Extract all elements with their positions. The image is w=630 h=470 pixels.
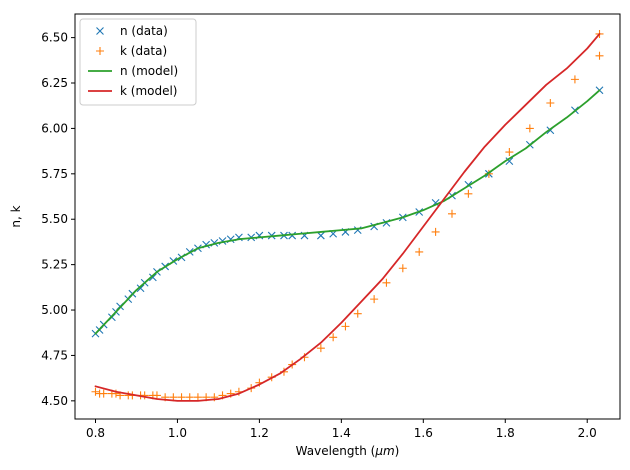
data-point (329, 333, 338, 342)
series-n-model (94, 89, 601, 335)
data-point (398, 264, 407, 273)
data-point (140, 391, 149, 400)
y-tick-label: 6.00 (41, 121, 68, 135)
data-point (570, 75, 579, 84)
data-point (148, 273, 157, 282)
y-tick-label: 6.50 (41, 31, 68, 45)
data-point (136, 284, 145, 293)
y-axis: 4.50 4.75 5.00 5.25 5.50 5.75 6.00 6.25 6.50 (41, 31, 75, 408)
x-tick-label: 1.8 (496, 426, 515, 440)
data-point (316, 231, 325, 240)
x-axis-label-text: Wavelength ( (296, 444, 376, 458)
x-axis: 0.8 1.0 1.2 1.4 1.6 1.8 2.0 (86, 419, 597, 440)
data-point (177, 393, 186, 402)
data-point (464, 189, 473, 198)
legend-label-n-data: n (data) (120, 24, 168, 38)
x-tick-label: 2.0 (578, 426, 597, 440)
data-point (546, 98, 555, 107)
data-point (91, 387, 100, 396)
data-point (595, 51, 604, 60)
x-axis-label-unit: μm (374, 444, 394, 458)
legend-label-k-model: k (model) (120, 84, 178, 98)
data-point (415, 247, 424, 256)
data-point (316, 344, 325, 353)
series-line-k-model (94, 33, 601, 402)
data-point (505, 157, 514, 165)
x-axis-label: Wavelength (μm) (296, 444, 400, 458)
y-tick-label: 4.75 (41, 348, 68, 362)
legend-label-n-model: n (model) (120, 64, 178, 78)
x-tick-label: 1.6 (414, 426, 433, 440)
y-tick-label: 6.25 (41, 76, 68, 90)
legend-label-k-data: k (data) (120, 44, 167, 58)
series-layer (91, 29, 604, 402)
legend: n (data) k (data) n (model) k (model) (79, 18, 197, 106)
x-axis-label-close: ) (395, 444, 400, 458)
plot-frame (74, 13, 621, 420)
data-point (525, 124, 534, 133)
legend-swatch-n-data (96, 27, 104, 35)
data-point (353, 309, 362, 318)
data-point (431, 227, 440, 236)
x-tick-label: 1.0 (168, 426, 187, 440)
y-tick-label: 5.25 (41, 258, 68, 272)
y-axis-label: n, k (9, 205, 23, 227)
y-tick-label: 5.75 (41, 167, 68, 181)
series-k-model (94, 33, 601, 402)
data-point (447, 209, 456, 218)
series-line-n-model (94, 89, 601, 335)
data-point (288, 231, 297, 240)
data-point (505, 148, 514, 157)
data-point (341, 322, 350, 331)
y-tick-label: 5.50 (41, 212, 68, 226)
legend-frame (79, 18, 197, 106)
y-tick-label: 4.50 (41, 394, 68, 408)
data-point (152, 391, 161, 400)
data-point (370, 295, 379, 304)
x-tick-label: 0.8 (86, 426, 105, 440)
legend-swatch-k-data (96, 47, 104, 55)
data-point (99, 389, 108, 398)
data-point (193, 393, 202, 402)
x-tick-label: 1.4 (332, 426, 351, 440)
data-point (382, 278, 391, 287)
x-tick-label: 1.2 (250, 426, 269, 440)
y-tick-label: 5.00 (41, 303, 68, 317)
data-point (185, 393, 194, 402)
